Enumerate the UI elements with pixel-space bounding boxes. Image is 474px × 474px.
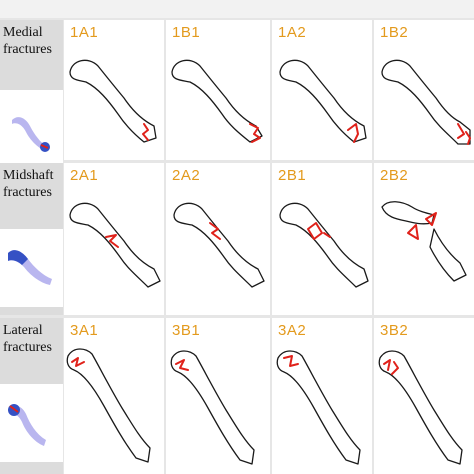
clavicle-diagram (170, 350, 255, 465)
row-label-line2: fractures (3, 42, 52, 57)
cell-3A1: 3A1 (64, 318, 164, 474)
cell-1B2: 1B2 (374, 20, 474, 160)
row-label-line1: Medial (3, 25, 43, 40)
cell-3B2: 3B2 (374, 318, 474, 474)
fracture-code: 1A1 (70, 24, 99, 41)
clavicle-diagram (279, 202, 369, 288)
cell-1A2: 1A2 (272, 20, 372, 160)
fracture-code: 1B2 (380, 24, 409, 41)
clavicle-diagram (66, 348, 151, 463)
clavicle-thumbnail-midshaft (0, 229, 63, 307)
cell-3A2: 3A2 (272, 318, 372, 474)
fracture-code: 2B2 (380, 167, 409, 184)
fracture-code: 3B1 (172, 322, 201, 339)
cell-2B2: 2B2 (374, 163, 474, 315)
row-label-lateral: Lateral fractures (0, 318, 63, 474)
row-label-midshaft: Midshaft fractures (0, 163, 63, 315)
cell-2B1: 2B1 (272, 163, 372, 315)
clavicle-diagram (69, 202, 161, 288)
fracture-code: 1A2 (278, 24, 307, 41)
fracture-code: 3A2 (278, 322, 307, 339)
clavicle-diagram (276, 350, 361, 465)
cell-1B1: 1B1 (166, 20, 270, 160)
top-border (0, 0, 474, 18)
fracture-code: 2B1 (278, 167, 307, 184)
clavicle-diagram (381, 201, 467, 282)
row-label-text: Midshaft fractures (3, 167, 54, 201)
clavicle-diagram (69, 59, 157, 143)
fracture-code: 2A2 (172, 167, 201, 184)
cell-2A1: 2A1 (64, 163, 164, 315)
clavicle-diagram (378, 350, 463, 465)
row-label-line2: fractures (3, 340, 52, 355)
cell-3B1: 3B1 (166, 318, 270, 474)
clavicle-diagram (171, 59, 263, 143)
fracture-code: 3A1 (70, 322, 99, 339)
clavicle-thumbnail-medial (0, 90, 63, 168)
clavicle-thumbnail-lateral (0, 384, 63, 462)
cell-1A1: 1A1 (64, 20, 164, 160)
fracture-code: 1B1 (172, 24, 201, 41)
row-label-line1: Midshaft (3, 168, 54, 183)
row-label-line1: Lateral (3, 323, 43, 338)
clavicle-diagram (279, 59, 367, 143)
row-label-medial: Medial fractures (0, 20, 63, 168)
row-label-text: Lateral fractures (3, 322, 52, 356)
cell-2A2: 2A2 (166, 163, 270, 315)
clavicle-diagram (381, 59, 471, 145)
clavicle-diagram (173, 202, 265, 288)
row-label-text: Medial fractures (3, 24, 52, 58)
row-label-line2: fractures (3, 185, 52, 200)
fracture-code: 3B2 (380, 322, 409, 339)
fracture-code: 2A1 (70, 167, 99, 184)
